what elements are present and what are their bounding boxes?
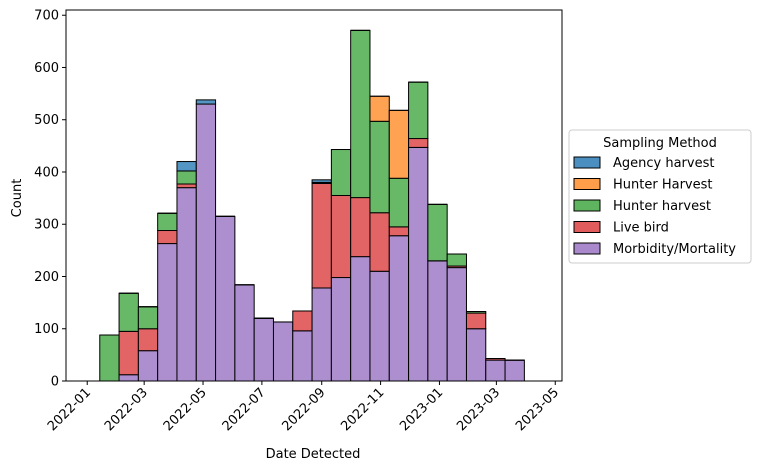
x-tick-label: 2022-11 [338, 385, 387, 434]
legend-label: Hunter harvest [613, 199, 711, 214]
bar-segment [137, 350, 159, 382]
bar-segment [427, 260, 448, 382]
x-tick-label: 2022-03 [102, 385, 151, 434]
x-tick-label: 2022-01 [45, 385, 94, 434]
bar-segment [408, 138, 429, 148]
bar-segment [446, 253, 467, 267]
x-tick-label: 2022-09 [280, 385, 329, 434]
bar-segment [157, 212, 178, 232]
x-tick-label: 2022-05 [161, 385, 210, 434]
bar-segment [350, 29, 371, 199]
bar-segment [330, 277, 352, 382]
bar-segment [311, 182, 332, 289]
bar-segment [350, 256, 371, 382]
bar-segment [369, 212, 390, 272]
bar-segment [350, 197, 371, 258]
bar-segment [215, 215, 236, 382]
bar-segment [157, 243, 178, 382]
bar-segment [408, 81, 429, 140]
bar-segment [118, 374, 139, 382]
bar-segment [272, 321, 294, 382]
y-tick-label: 700 [34, 9, 59, 24]
y-tick-label: 500 [34, 113, 59, 128]
bar-segment [157, 230, 178, 245]
bar-segment [388, 226, 410, 237]
y-axis-label: Count [10, 179, 25, 218]
legend-label: Morbidity/Mortality [613, 242, 736, 257]
bar-segment [176, 187, 197, 382]
bar-segment [369, 120, 390, 214]
bar-segment [427, 203, 448, 262]
bar-segment [311, 287, 332, 382]
y-tick-label: 600 [34, 61, 59, 76]
bar-segment [253, 317, 274, 382]
bar-segment [292, 330, 313, 382]
bar-segment [176, 170, 197, 185]
legend-label: Live bird [613, 221, 669, 236]
bar-segment [369, 95, 390, 122]
bar-segment [330, 195, 352, 279]
bar-segment [465, 312, 487, 330]
plot-frame [65, 9, 563, 382]
bar-segment [176, 161, 197, 172]
legend-frame [568, 129, 752, 264]
bar-segment [465, 328, 487, 382]
x-axis-label: Date Detected [266, 447, 361, 462]
bar-segment [388, 235, 410, 382]
bar-segment [137, 306, 159, 330]
bar-segment [504, 359, 525, 382]
legend-swatch [573, 221, 601, 233]
bar-segment [99, 334, 120, 382]
bar-segment [118, 330, 139, 376]
bar-segment [388, 177, 410, 228]
x-tick-label: 2023-05 [513, 385, 562, 434]
y-tick-label: 300 [34, 218, 59, 233]
bar-segment [408, 146, 429, 382]
bar-segment [446, 267, 467, 382]
legend-swatch [573, 199, 601, 212]
bar-segment [369, 270, 390, 382]
legend-swatch [573, 242, 601, 255]
legend-label: Agency harvest [613, 156, 714, 171]
legend: Sampling Method Agency harvest Hunter Harv… [568, 129, 752, 264]
bar-segment [292, 310, 313, 332]
y-tick-label: 200 [34, 270, 59, 285]
x-tick-label: 2023-01 [397, 385, 446, 434]
bar-segment [195, 99, 217, 105]
bar-segment [330, 149, 352, 197]
bar-segment [234, 284, 255, 382]
x-tick-label: 2023-03 [454, 385, 503, 434]
bar-segment [118, 292, 139, 332]
y-tick-label: 100 [34, 322, 59, 337]
bar-segment [137, 328, 159, 352]
x-tick-label: 2022-07 [220, 385, 269, 434]
legend-swatch [573, 156, 601, 169]
legend-swatch [573, 178, 601, 190]
y-tick-label: 0 [51, 375, 59, 390]
bar-segment [176, 183, 197, 189]
bar-segment [485, 359, 506, 382]
y-tick-label: 400 [34, 165, 59, 180]
legend-title: Sampling Method [603, 136, 717, 151]
legend-label: Hunter Harvest [613, 178, 712, 193]
bar-segment [311, 179, 332, 183]
bar-segment [388, 109, 410, 179]
bar-segment [195, 103, 217, 382]
